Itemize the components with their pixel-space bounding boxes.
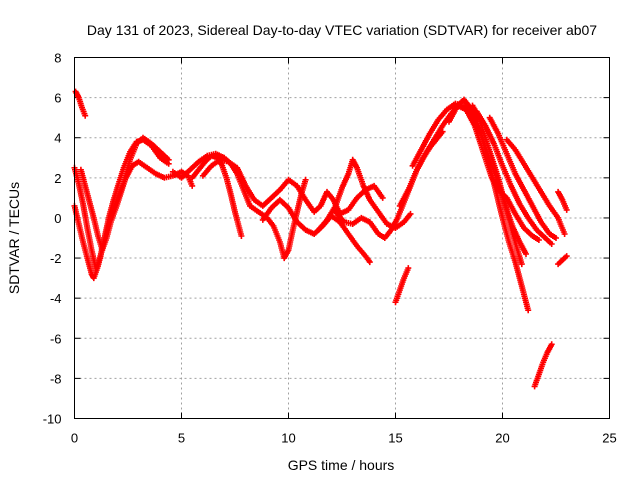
x-tick-label: 25	[602, 431, 616, 446]
y-axis-label: SDTVAR / TECUs	[6, 182, 22, 294]
grid-lines	[74, 57, 610, 419]
series-sat-q	[486, 114, 559, 241]
chart-title: Day 131 of 2023, Sidereal Day-to-day VTE…	[87, 22, 597, 38]
x-tick-label: 0	[71, 431, 78, 446]
y-tick-label: 4	[54, 131, 61, 146]
series-sat-k	[392, 265, 412, 306]
y-tick-label: -2	[50, 251, 62, 266]
series-sat-t	[555, 188, 570, 213]
series-sat-a	[72, 88, 89, 119]
series-sat-u	[555, 253, 570, 268]
y-tick-label: -8	[50, 371, 62, 386]
y-tick-label: 6	[54, 91, 61, 106]
y-tick-label: -10	[43, 412, 62, 427]
series-sat-r	[503, 136, 568, 237]
series-sat-b	[71, 136, 172, 272]
plot-area	[71, 88, 570, 390]
y-axis-ticks: -10 -8 -6 -4 -2 0 2 4 6 8	[43, 51, 610, 427]
y-tick-label: -6	[50, 331, 62, 346]
series-sat-p	[473, 108, 555, 247]
series-sat-s	[531, 341, 555, 390]
x-tick-label: 15	[388, 431, 402, 446]
y-tick-label: -4	[50, 291, 62, 306]
series-sat-i	[315, 156, 414, 233]
x-tick-label: 10	[281, 431, 295, 446]
series-sat-d	[77, 134, 172, 253]
y-tick-label: 2	[54, 171, 61, 186]
y-tick-label: 0	[54, 211, 61, 226]
x-axis-label: GPS time / hours	[288, 457, 395, 473]
x-tick-label: 20	[495, 431, 509, 446]
series-sat-e	[169, 150, 309, 262]
plot-frame	[74, 57, 610, 419]
x-tick-label: 5	[178, 431, 185, 446]
y-tick-label: 8	[54, 51, 61, 66]
